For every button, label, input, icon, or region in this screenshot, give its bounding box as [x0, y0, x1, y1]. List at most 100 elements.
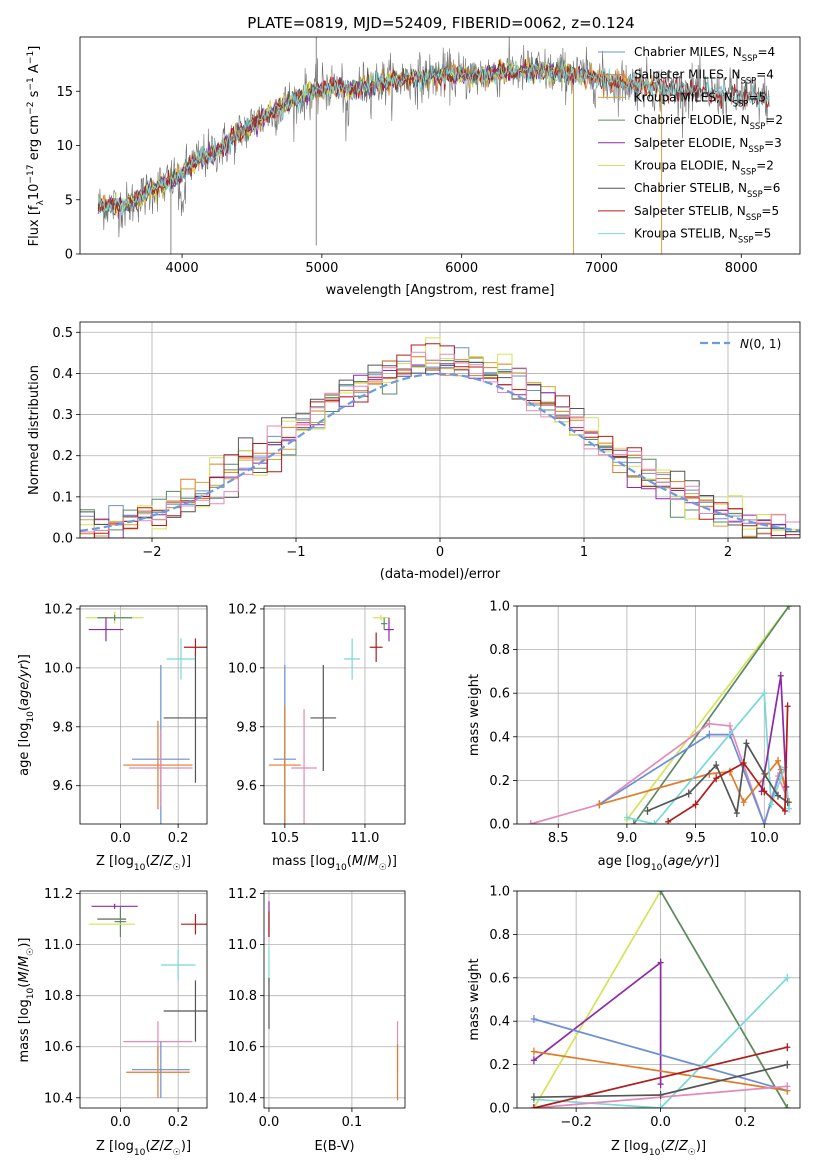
- x-tick-label: 8.5: [548, 831, 569, 846]
- legend-label: Kroupa STELIB, NSSP=5: [634, 227, 771, 245]
- x-tick-label: 0.1: [342, 1115, 363, 1130]
- axes-background: [517, 606, 800, 824]
- y-tick-label: 0.4: [52, 367, 73, 382]
- y-tick-label: 10.2: [44, 602, 73, 617]
- axes-frame: [79, 36, 801, 255]
- x-tick-label: 9.5: [685, 831, 706, 846]
- axes-frame: [263, 890, 406, 1109]
- y-axis-label: mass [log10(M/M☉)]: [17, 938, 36, 1063]
- weight-line: [659, 891, 789, 1108]
- model-spectrum: [97, 59, 770, 216]
- y-tick-label: 9.6: [52, 779, 73, 794]
- x-tick-label: −1: [286, 545, 305, 560]
- y-tick-label: 0.8: [489, 928, 510, 943]
- x-tick-label: 4000: [166, 261, 199, 276]
- axes-background: [80, 891, 207, 1108]
- y-tick-label: 0.5: [52, 326, 73, 341]
- y-tick-label: 11.2: [228, 887, 257, 902]
- x-axis-label: age [log10(age/yr)]: [598, 854, 720, 873]
- x-tick-label: 5000: [305, 261, 338, 276]
- x-tick-label: 0: [436, 545, 444, 560]
- x-axis-label: wavelength [Angstrom, rest frame]: [326, 283, 555, 298]
- y-tick-label: 9.8: [52, 720, 73, 735]
- x-tick-label: 1: [580, 545, 588, 560]
- age-vs-Z-axes: 0.0 0.2 9.6 9.8 10.0 10.2 Z [log10(Z/Z☉)] age […: [17, 602, 208, 873]
- spectrum-axes: 4000 5000 6000 7000 8000 0 5 10 15 wavelength [An…: [26, 36, 801, 298]
- y-tick-label: 11.0: [228, 938, 257, 953]
- legend-label: Kroupa ELODIE, NSSP=2: [634, 159, 774, 177]
- legend-label: N(0, 1): [740, 337, 781, 351]
- y-tick-label: 10.0: [228, 661, 257, 676]
- x-tick-label: 6000: [445, 261, 478, 276]
- weight-line: [533, 1018, 788, 1092]
- plot-area: [530, 891, 791, 1108]
- axes-frame: [79, 321, 801, 539]
- x-axis-label: (data-model)/error: [380, 567, 501, 582]
- plot-area: [268, 901, 399, 1101]
- weight-vs-Z-axes: −0.2 0.0 0.2 0.0 0.2 0.4 0.6 0.8 1.0 Z [log10(Z/Z…: [467, 885, 801, 1158]
- y-axis-label: Normed distribution: [27, 365, 42, 495]
- y-tick-label: 0.4: [489, 730, 510, 745]
- y-axis-label: Flux [fλ10−17 erg cm−2 s−1 A−1]: [26, 46, 46, 247]
- x-tick-label: −0.2: [560, 1115, 592, 1130]
- y-tick-label: 0.2: [489, 1058, 510, 1073]
- y-tick-label: 0.0: [489, 818, 510, 833]
- weight-line: [647, 740, 789, 817]
- plot-area: [268, 614, 394, 824]
- x-tick-label: 2: [724, 545, 732, 560]
- x-tick-label: 0.0: [259, 1115, 280, 1130]
- axes-frame: [79, 890, 208, 1109]
- mass-vs-EBV-axes: 0.0 0.1 10.4 10.6 10.8 11.0 11.2 E(B-V): [228, 887, 406, 1154]
- y-tick-label: 1.0: [489, 885, 510, 900]
- x-tick-label: 8000: [725, 261, 758, 276]
- axes-frame: [263, 605, 406, 825]
- y-tick-label: 10.8: [228, 989, 257, 1004]
- axes-background: [517, 891, 800, 1108]
- legend: Chabrier MILES, NSSP=4 Salpeter MILES, NS…: [598, 45, 783, 245]
- x-tick-label: 11.0: [350, 831, 379, 846]
- x-tick-label: 0.2: [168, 1115, 189, 1130]
- plot-area: [97, 37, 770, 254]
- y-tick-label: 0.8: [489, 643, 510, 658]
- legend-label: Chabrier STELIB, NSSP=6: [634, 181, 780, 199]
- y-axis-label: age [log10(age/yr)]: [17, 654, 36, 776]
- y-tick-label: 0: [65, 248, 73, 263]
- y-tick-label: 0.0: [489, 1102, 510, 1117]
- y-tick-label: 11.2: [44, 887, 73, 902]
- axes-background: [264, 606, 405, 824]
- axes-frame: [79, 605, 208, 825]
- x-axis-label: Z [log10(Z/Z☉)]: [96, 1139, 191, 1158]
- weight-line: [599, 758, 790, 806]
- y-tick-label: 0.4: [489, 1015, 510, 1030]
- x-axis-label: mass [log10(M/M☉)]: [272, 854, 397, 873]
- plot-area: [80, 337, 800, 538]
- y-tick-label: 0.2: [489, 774, 510, 789]
- x-tick-label: 0.2: [168, 831, 189, 846]
- x-tick-label: −2: [142, 545, 161, 560]
- y-tick-label: 10: [56, 139, 73, 154]
- y-tick-label: 11.0: [44, 938, 73, 953]
- y-tick-label: 10.0: [44, 661, 73, 676]
- y-tick-label: 0.3: [52, 408, 73, 423]
- x-tick-label: 0.0: [110, 1115, 131, 1130]
- age-vs-mass-axes: 10.5 11.0 9.6 9.8 10.0 10.2 mass [log10(M/M☉)]: [228, 602, 406, 873]
- legend-label: Chabrier MILES, NSSP=4: [634, 45, 775, 63]
- legend-label: Salpeter STELIB, NSSP=5: [634, 204, 779, 222]
- x-tick-label: 0.2: [735, 1115, 756, 1130]
- weight-line: [533, 1050, 788, 1092]
- y-tick-label: 0.0: [52, 532, 73, 547]
- normal-curve: [80, 372, 800, 532]
- legend-label: Chabrier ELODIE, NSSP=2: [634, 113, 783, 131]
- legend-label: Kroupa MILES, NSSP=5: [634, 90, 766, 108]
- y-tick-label: 0.1: [52, 490, 73, 505]
- weight-line: [533, 977, 788, 1108]
- y-axis-label: mass weight: [467, 958, 482, 1040]
- y-tick-label: 10.8: [44, 989, 73, 1004]
- y-tick-label: 0.2: [52, 449, 73, 464]
- axes-background: [80, 606, 207, 824]
- legend: N(0, 1): [700, 337, 781, 351]
- x-tick-label: 0.0: [650, 1115, 671, 1130]
- y-tick-label: 10.4: [228, 1091, 257, 1106]
- axes-background: [264, 891, 405, 1108]
